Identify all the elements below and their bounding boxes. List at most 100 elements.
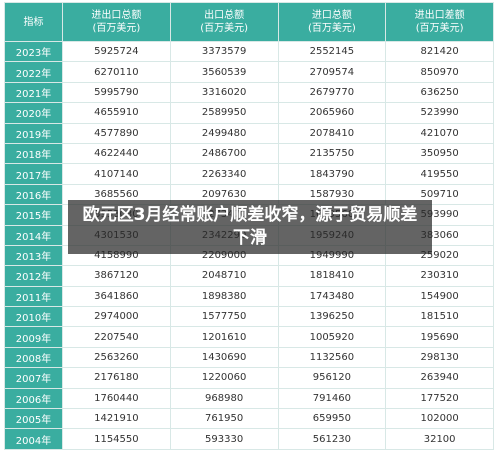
table-row: 2018年 4622440 2486700 2135750 350950	[4, 142, 494, 165]
value-cell: 32100	[385, 428, 494, 450]
year-cell: 2012年	[4, 265, 63, 287]
year-cell: 2018年	[4, 142, 63, 165]
header-cell: 进出口总额 (百万美元)	[62, 2, 171, 42]
value-cell: 2176180	[62, 367, 171, 389]
value-cell: 2552145	[277, 40, 387, 63]
value-cell: 3867120	[62, 265, 171, 287]
value-cell: 102000	[385, 408, 494, 430]
table-row: 2016年 3685560 2097630 1587930 509710	[4, 183, 494, 206]
table-row: 2004年 1154550 593330 561230 32100	[4, 428, 494, 450]
value-cell: 1201610	[169, 326, 279, 348]
year-cell: 2019年	[4, 122, 63, 144]
value-cell: 2207540	[62, 326, 171, 348]
year-cell: 2008年	[4, 346, 63, 369]
value-cell: 1843790	[277, 163, 387, 185]
value-cell: 177520	[385, 387, 494, 410]
value-cell: 791460	[277, 387, 387, 410]
year-cell: 2023年	[4, 40, 63, 63]
value-cell: 2974000	[62, 306, 171, 328]
value-cell: 1421910	[62, 408, 171, 430]
value-cell: 154900	[385, 285, 494, 308]
value-cell: 1760440	[62, 387, 171, 410]
table-row: 2017年 4107140 2263340 1843790 419550	[4, 163, 494, 185]
value-cell: 3560539	[169, 61, 279, 83]
caption: 欧元区3月经常账户顺差收窄，源于贸易顺差下滑	[68, 200, 432, 254]
table-row: 2009年 2207540 1201610 1005920 195690	[4, 326, 494, 348]
value-cell: 636250	[385, 81, 494, 104]
table-row: 2007年 2176180 1220060 956120 263940	[4, 367, 494, 389]
year-cell: 2005年	[4, 408, 63, 430]
value-cell: 2563260	[62, 346, 171, 369]
table-row: 2008年 2563260 1430690 1132560 298130	[4, 346, 494, 369]
value-cell: 968980	[169, 387, 279, 410]
value-cell: 419550	[385, 163, 494, 185]
value-cell: 1005920	[277, 326, 387, 348]
value-cell: 2486700	[169, 142, 279, 165]
table-row: 2006年 1760440 968980 791460 177520	[4, 387, 494, 410]
year-cell: 2004年	[4, 428, 63, 450]
year-cell: 2011年	[4, 285, 63, 308]
value-cell: 1396250	[277, 306, 387, 328]
value-cell: 4655910	[62, 102, 171, 124]
value-cell: 1577750	[169, 306, 279, 328]
value-cell: 1898380	[169, 285, 279, 308]
value-cell: 2065960	[277, 102, 387, 124]
value-cell: 2499480	[169, 122, 279, 144]
value-cell: 2709574	[277, 61, 387, 83]
value-cell: 821420	[385, 40, 494, 63]
value-cell: 593330	[169, 428, 279, 450]
year-cell: 2013年	[4, 244, 63, 267]
value-cell: 230310	[385, 265, 494, 287]
year-cell: 2009年	[4, 326, 63, 348]
year-cell: 2022年	[4, 61, 63, 83]
header-row: 指标 进出口总额 (百万美元) 出口总额 (百万美元) 进口总额 (百万美元) 进出口差…	[4, 2, 494, 42]
value-cell: 421070	[385, 122, 494, 144]
table-row: 2020年 4655910 2589950 2065960 523990	[4, 102, 494, 124]
value-cell: 2048710	[169, 265, 279, 287]
value-cell: 956120	[277, 367, 387, 389]
value-cell: 2589950	[169, 102, 279, 124]
year-cell: 2006年	[4, 387, 63, 410]
year-cell: 2020年	[4, 102, 63, 124]
value-cell: 1818410	[277, 265, 387, 287]
year-cell: 2007年	[4, 367, 63, 389]
year-cell: 2015年	[4, 204, 63, 226]
year-cell: 2017年	[4, 163, 63, 185]
value-cell: 1154550	[62, 428, 171, 450]
table-row: 2011年 3641860 1898380 1743480 154900	[4, 285, 494, 308]
header-cell: 进口总额 (百万美元)	[277, 2, 387, 42]
year-cell: 2021年	[4, 81, 63, 104]
value-cell: 5925724	[62, 40, 171, 63]
header-cell: 指标	[4, 2, 63, 42]
value-cell: 523990	[385, 102, 494, 124]
value-cell: 2135750	[277, 142, 387, 165]
value-cell: 2263340	[169, 163, 279, 185]
value-cell: 195690	[385, 326, 494, 348]
value-cell: 761950	[169, 408, 279, 430]
table-row: 2012年 3867120 2048710 1818410 230310	[4, 265, 494, 287]
table-row: 2010年 2974000 1577750 1396250 181510	[4, 306, 494, 328]
table-row: 2005年 1421910 761950 659950 102000	[4, 408, 494, 430]
data-table: 指标 进出口总额 (百万美元) 出口总额 (百万美元) 进口总额 (百万美元) 进出口差…	[4, 2, 494, 450]
value-cell: 263940	[385, 367, 494, 389]
value-cell: 6270110	[62, 61, 171, 83]
table-row: 2023年 5925724 3373579 2552145 821420	[4, 40, 494, 63]
value-cell: 4577890	[62, 122, 171, 144]
value-cell: 659950	[277, 408, 387, 430]
value-cell: 2679770	[277, 81, 387, 104]
table-row: 2019年 4577890 2499480 2078410 421070	[4, 122, 494, 144]
value-cell: 3373579	[169, 40, 279, 63]
table-row: 2013年 4158990 2209000 1949990 259020	[4, 244, 494, 267]
value-cell: 3641860	[62, 285, 171, 308]
value-cell: 561230	[277, 428, 387, 450]
value-cell: 4107140	[62, 163, 171, 185]
value-cell: 1132560	[277, 346, 387, 369]
year-cell: 2010年	[4, 306, 63, 328]
header-cell: 出口总额 (百万美元)	[169, 2, 279, 42]
value-cell: 298130	[385, 346, 494, 369]
value-cell: 1430690	[169, 346, 279, 369]
year-cell: 2014年	[4, 224, 63, 246]
year-cell: 2016年	[4, 183, 63, 206]
value-cell: 1743480	[277, 285, 387, 308]
